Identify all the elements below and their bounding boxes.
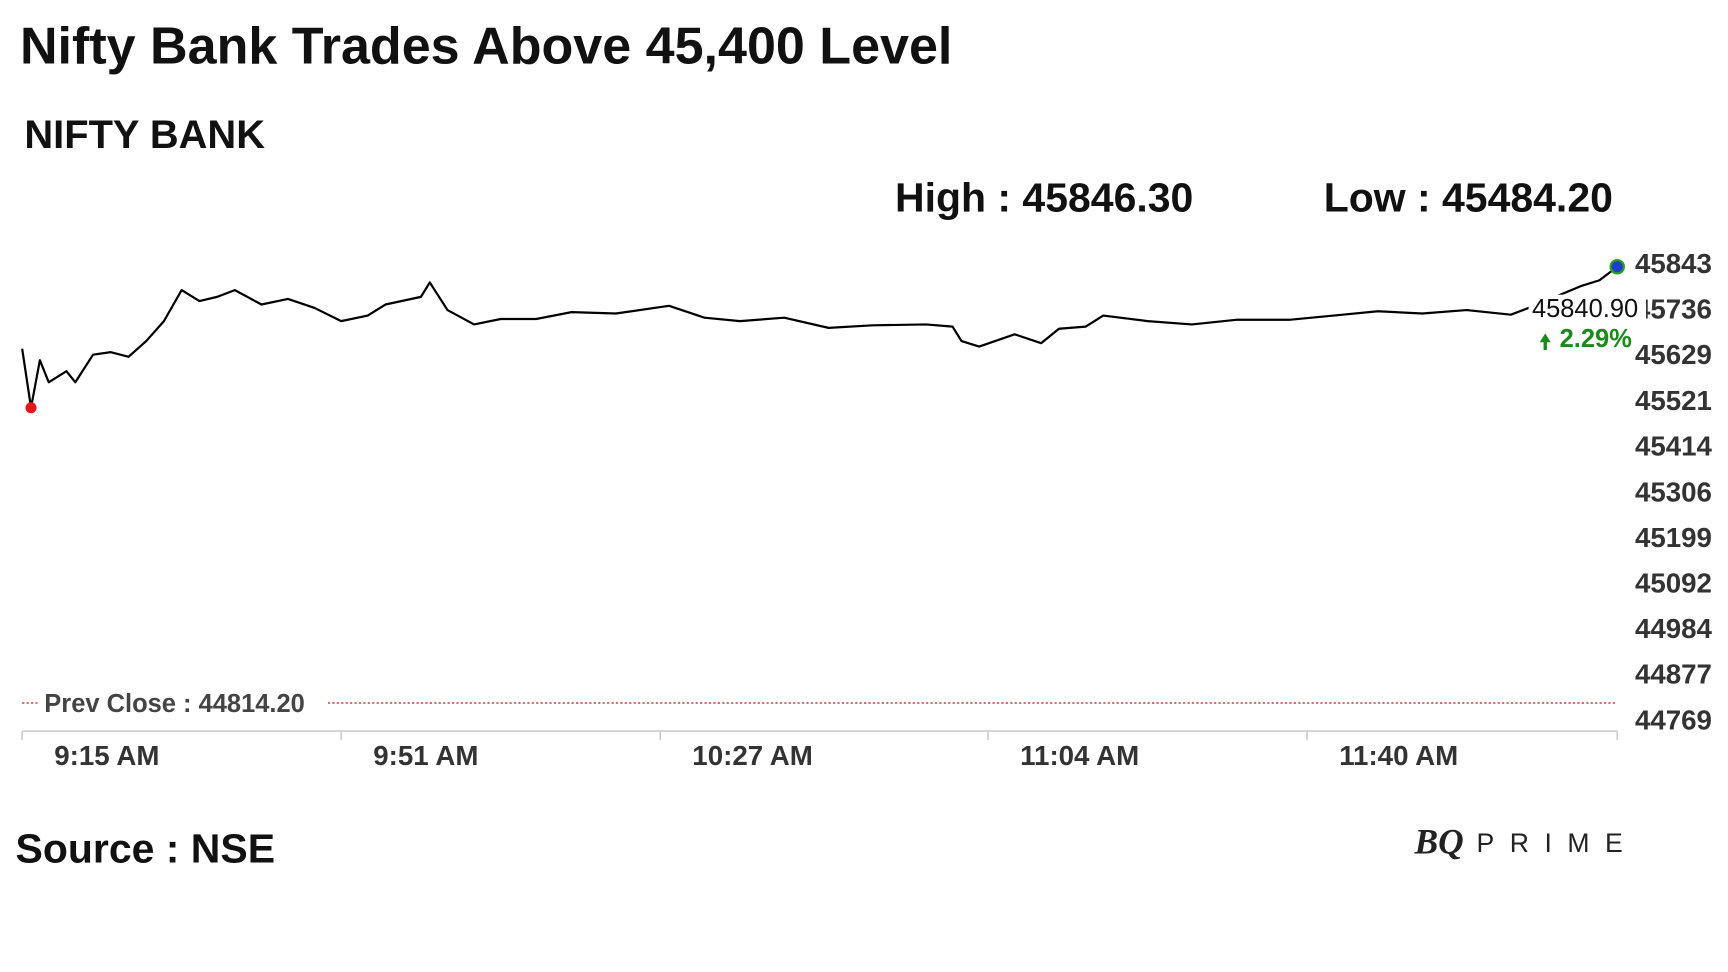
up-arrow <box>1539 333 1551 351</box>
chart-title: Nifty Bank Trades Above 45,400 Level <box>20 18 952 76</box>
price-line <box>21 265 1618 409</box>
y-tick-label: 45092 <box>1635 567 1712 598</box>
low-point <box>25 402 37 414</box>
high-annotation: High : 45846.30 <box>895 174 1193 220</box>
logo-mark: BQ <box>1414 821 1464 861</box>
x-tick-label: 11:40 AM <box>1339 740 1458 771</box>
y-tick-label: 45199 <box>1635 522 1712 553</box>
last-price-label: 45840.90 <box>1532 295 1638 323</box>
source-note: Source : NSE <box>16 826 276 872</box>
low-annotation: Low : 45484.20 <box>1324 174 1613 220</box>
y-tick-label: 45306 <box>1635 476 1712 507</box>
logo-word: PRIME <box>1477 828 1639 858</box>
chart-subtitle: NIFTY BANK <box>24 113 265 157</box>
y-tick-label: 45843 <box>1635 248 1712 279</box>
y-tick-label: 45414 <box>1635 430 1713 461</box>
y-tick-label: 45629 <box>1635 339 1712 370</box>
y-tick-label: 44769 <box>1635 705 1712 736</box>
last-price-bg <box>1528 294 1647 324</box>
last-point <box>1609 258 1625 275</box>
prev-close-label-bg <box>37 687 328 719</box>
x-tick-label: 11:04 AM <box>1020 740 1139 771</box>
x-tick-label: 10:27 AM <box>692 740 813 771</box>
y-tick-label: 44984 <box>1635 613 1713 644</box>
y-tick-label: 45736 <box>1635 294 1712 325</box>
y-tick-label: 45521 <box>1635 385 1712 416</box>
prev-close-label: Prev Close : 44814.20 <box>44 690 305 718</box>
x-tick-label: 9:51 AM <box>373 740 478 771</box>
x-tick-label: 9:15 AM <box>54 740 159 771</box>
y-tick-label: 44877 <box>1635 659 1712 690</box>
change-label: 2.29% <box>1560 325 1632 353</box>
